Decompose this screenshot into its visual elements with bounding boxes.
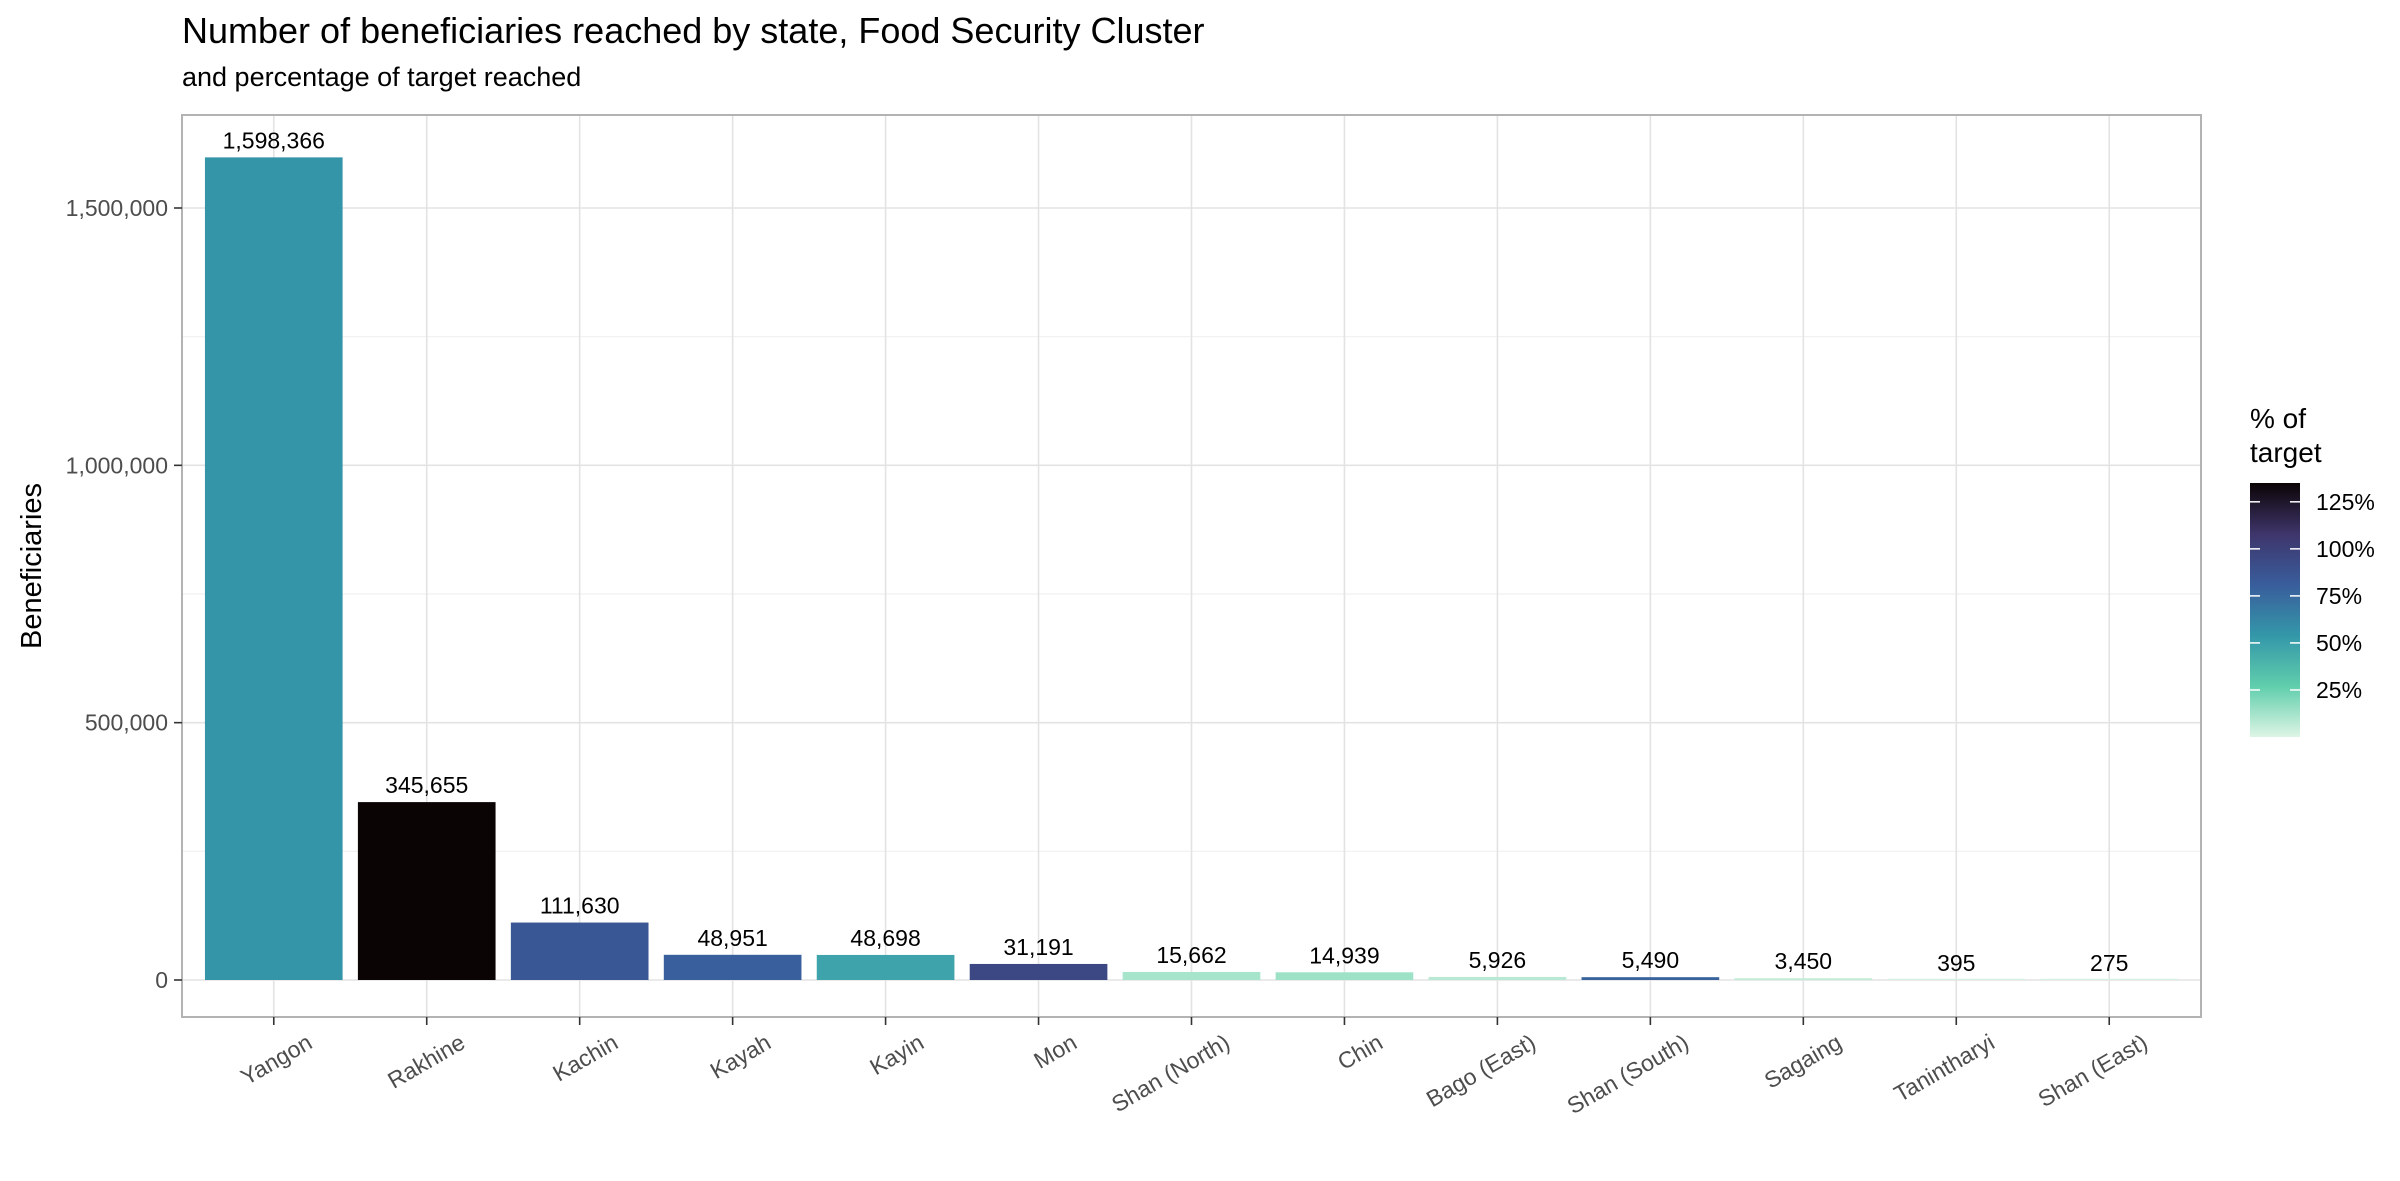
y-axis: 0 500,000 1,000,000 1,500,000: [66, 195, 182, 993]
bar: [204, 157, 343, 981]
bar: [816, 954, 955, 980]
legend-colorbar: [2250, 483, 2300, 737]
chart-title: Number of beneficiaries reached by state…: [182, 10, 1205, 51]
bar-value-label: 5,490: [1622, 947, 1680, 973]
bar: [1581, 977, 1720, 980]
y-tick-label: 0: [155, 967, 168, 993]
legend-tick-label: 125%: [2316, 489, 2375, 515]
bar: [1428, 976, 1567, 980]
x-tick-label: Chin: [1333, 1029, 1387, 1075]
bar: [2040, 978, 2179, 980]
legend-tick-label: 25%: [2316, 677, 2362, 703]
bar-value-label: 111,630: [540, 893, 620, 919]
bar-value-label: 48,698: [850, 925, 920, 951]
bar-value-label: 1,598,366: [223, 127, 325, 153]
x-tick-label: Kayin: [865, 1029, 928, 1080]
bar-value-label: 48,951: [697, 925, 767, 951]
bar: [1122, 971, 1261, 980]
bar-value-label: 395: [1937, 950, 1975, 976]
data-labels: 1,598,366 345,655 111,630 48,951 48,698 31,19…: [223, 127, 2129, 975]
x-tick-label: Yangon: [236, 1029, 316, 1090]
x-tick-label: Kachin: [548, 1029, 622, 1087]
x-tick-label: Shan (East): [2034, 1029, 2152, 1112]
x-axis: Yangon Rakhine Kachin Kayah Kayin Mon Shan (No…: [236, 1017, 2152, 1119]
legend-tick-label: 50%: [2316, 630, 2362, 656]
bars: [204, 157, 2179, 981]
x-tick-label: Tanintharyi: [1889, 1029, 1998, 1107]
chart-subtitle: and percentage of target reached: [182, 62, 582, 92]
x-tick-label: Sagaing: [1760, 1029, 1846, 1094]
bar: [357, 802, 496, 980]
bar-value-label: 3,450: [1775, 948, 1833, 974]
legend-tick-label: 75%: [2316, 583, 2362, 609]
x-tick-label: Bago (East): [1422, 1029, 1540, 1112]
bar: [1887, 978, 2026, 980]
bar-value-label: 275: [2090, 950, 2128, 976]
legend-title: target: [2250, 437, 2322, 468]
x-tick-label: Mon: [1029, 1029, 1081, 1074]
bar: [510, 922, 649, 980]
y-tick-label: 1,500,000: [66, 195, 168, 221]
bar-value-label: 31,191: [1003, 934, 1073, 960]
x-tick-label: Rakhine: [383, 1029, 469, 1094]
x-tick-label: Kayah: [706, 1029, 775, 1084]
y-axis-label: Beneficiaries: [16, 483, 48, 649]
bar: [1275, 972, 1414, 980]
y-tick-label: 500,000: [85, 710, 168, 736]
bar-value-label: 14,939: [1309, 942, 1379, 968]
bar: [1734, 978, 1873, 980]
x-tick-label: Shan (South): [1562, 1029, 1692, 1119]
bar-value-label: 5,926: [1469, 947, 1527, 973]
y-tick-label: 1,000,000: [66, 452, 168, 478]
legend-tick-label: 100%: [2316, 536, 2375, 562]
x-tick-label: Shan (North): [1107, 1029, 1234, 1117]
bar-value-label: 345,655: [385, 772, 468, 798]
bar: [663, 954, 802, 980]
legend-title: % of: [2250, 403, 2306, 434]
bar: [969, 963, 1108, 980]
bar-value-label: 15,662: [1156, 942, 1226, 968]
